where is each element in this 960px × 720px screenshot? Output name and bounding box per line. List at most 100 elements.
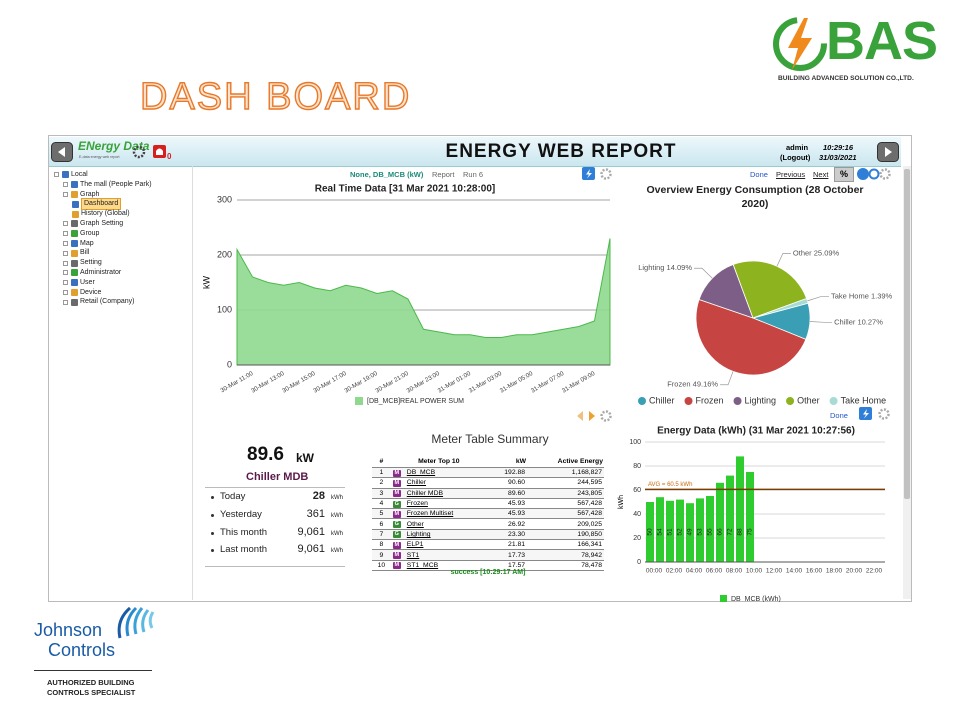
tree-label[interactable]: Map: [80, 239, 94, 247]
tree-item: Map: [54, 239, 152, 249]
meter-type-badge: M: [392, 552, 401, 560]
slide-title: DASH BOARD: [139, 75, 412, 118]
legend-label[interactable]: Chiller: [649, 395, 675, 405]
tree-expander: [63, 260, 68, 266]
company-emblem: [773, 17, 827, 71]
x-tick-label: 22:00: [866, 568, 883, 575]
settings-icon[interactable]: [600, 410, 612, 422]
meter-link[interactable]: Chiller: [404, 477, 487, 489]
tree-label[interactable]: Dashboard: [81, 198, 122, 211]
meter-type-badge: M: [392, 541, 401, 549]
meter-link[interactable]: ST1_MCB: [404, 560, 487, 571]
logout-link[interactable]: (Logout): [780, 153, 811, 162]
x-tick-label: 08:00: [726, 568, 743, 575]
x-tick-label: 31-Mar 03:00: [468, 370, 504, 395]
meter-link[interactable]: Chiller MDB: [404, 488, 487, 499]
tree-label[interactable]: Graph Setting: [80, 219, 124, 227]
meter-link[interactable]: Frozen: [404, 498, 487, 510]
bar-value-label: 75: [747, 528, 754, 536]
bar-value-label: 52: [677, 528, 684, 536]
tree-item: Administrator: [54, 268, 152, 278]
tree-expander: [63, 299, 68, 305]
tree-label[interactable]: Bill: [80, 249, 90, 257]
type-cell: M: [390, 539, 405, 551]
tree-icon: [71, 298, 78, 306]
bullet: [211, 549, 214, 553]
bar: [686, 503, 694, 562]
pie-label: Take Home 1.39%: [831, 292, 893, 301]
table-row: 9 M ST1 17.73 78,942: [372, 549, 604, 561]
kpi-divider: [205, 487, 345, 488]
done-link[interactable]: Done: [830, 411, 848, 420]
kpi-list: Today 28 kWh Yesterday 361 kWh This month 9,061…: [210, 490, 345, 561]
scroll-thumb[interactable]: [904, 169, 910, 499]
emblem-stripe: [125, 606, 138, 637]
next-arrow[interactable]: [589, 411, 595, 421]
tree-label[interactable]: Device: [80, 288, 102, 296]
tree-item: Graph: [54, 190, 152, 200]
meter-type-badge: M: [392, 490, 401, 498]
tree-label[interactable]: Retail (Company): [80, 298, 135, 306]
bar-value-label: 55: [707, 528, 714, 536]
tree-label[interactable]: User: [80, 278, 95, 286]
emblem-stripe: [133, 607, 144, 635]
table-cell: 78,942: [527, 549, 604, 561]
company-logo: BAS: [826, 11, 938, 71]
type-cell: G: [390, 518, 405, 530]
legend-label[interactable]: Frozen: [696, 395, 724, 405]
meter-link[interactable]: Lighting: [404, 529, 487, 541]
y-tick-label: 80: [633, 463, 641, 470]
table-row: 2 M Chiller 90.60 244,595: [372, 477, 604, 489]
header-icons: [132, 145, 166, 159]
bullet: [211, 496, 214, 499]
kpi-unit: kWh: [331, 512, 343, 519]
forward-button[interactable]: [877, 142, 899, 162]
meter-link[interactable]: ELP1: [404, 539, 487, 551]
table-cell: 8: [372, 539, 391, 551]
table-cell: 567,428: [527, 508, 604, 520]
emblem-stripe: [117, 606, 132, 639]
meter-link[interactable]: Other: [404, 518, 487, 530]
legend-label[interactable]: Other: [797, 395, 820, 405]
table-row: 3 M Chiller MDB 89.60 243,805: [372, 488, 604, 499]
done-link[interactable]: Done: [750, 170, 768, 179]
realtime-chart: Real Time Data [31 Mar 2021 10:28:00] kW 0…: [201, 184, 611, 405]
settings-icon[interactable]: [600, 168, 612, 180]
tree-label[interactable]: History (Global): [81, 210, 130, 218]
sidebar-divider: [192, 166, 193, 600]
x-tick-label: 31-Mar 05:00: [499, 370, 535, 395]
tree-label[interactable]: Graph: [80, 190, 100, 198]
bullet: [211, 513, 214, 517]
prev-arrow[interactable]: [577, 411, 583, 421]
tree-label[interactable]: Setting: [80, 259, 102, 267]
legend-marker: [733, 397, 742, 405]
settings-icon[interactable]: [878, 408, 890, 420]
legend-label[interactable]: Lighting: [745, 395, 777, 405]
type-cell: M: [390, 508, 405, 520]
meter-link[interactable]: Frozen Multiset: [404, 508, 487, 520]
tree-label[interactable]: Local: [71, 171, 88, 178]
tree-icon: [71, 220, 78, 228]
tree-label[interactable]: Group: [80, 229, 100, 237]
back-button[interactable]: [51, 142, 73, 162]
meter-link[interactable]: DB_MCB: [404, 467, 487, 479]
pie-mode-button[interactable]: [857, 168, 869, 180]
settings-icon[interactable]: [879, 168, 891, 180]
tree-label[interactable]: Administrator: [80, 268, 122, 276]
report-link[interactable]: Report: [432, 170, 455, 179]
tree-label[interactable]: The mall (People Park): [80, 180, 152, 188]
table-cell: 567,428: [527, 498, 604, 510]
legend-label[interactable]: Take Home: [841, 395, 887, 405]
tree-item: User: [54, 278, 152, 288]
meter-link[interactable]: ST1: [404, 549, 487, 561]
previous-link[interactable]: Previous: [776, 170, 806, 179]
next-link[interactable]: Next: [813, 170, 829, 179]
emblem-bolt: [788, 18, 812, 70]
settings-icon[interactable]: [132, 145, 146, 159]
table-row: 1 M DB_MCB 192.88 1,168,827: [372, 467, 604, 479]
percent-button[interactable]: %: [834, 167, 854, 182]
meter-type-badge: M: [392, 479, 401, 487]
graph-selection: None, DB_MCB (kW): [350, 170, 424, 179]
tree-icon: [62, 171, 69, 179]
donut-mode-button[interactable]: [868, 168, 880, 180]
